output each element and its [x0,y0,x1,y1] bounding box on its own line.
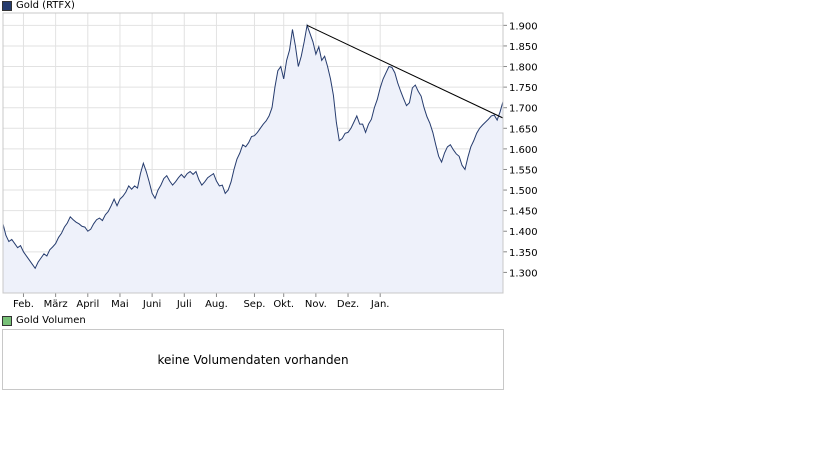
x-tick-label: April [76,299,99,310]
y-tick-label: 1.700 [509,104,538,115]
x-tick-label: Mai [111,299,129,310]
volume-legend-label: Gold Volumen [16,315,86,326]
y-tick-label: 1.550 [509,165,538,176]
price-legend-swatch [2,1,12,11]
plot-border [2,12,504,294]
no-volume-data-message: keine Volumendaten vorhanden [157,352,349,367]
y-tick-label: 1.800 [509,63,538,74]
x-tick-label: Aug. [205,299,228,310]
y-tick-label: 1.350 [509,248,538,259]
y-tick-label: 1.500 [509,186,538,197]
volume-legend: Gold Volumen [2,315,86,327]
x-tick-label: Jan. [370,299,390,310]
volume-panel: keine Volumendaten vorhanden [2,329,504,390]
y-tick-label: 1.850 [509,42,538,53]
y-tick-label: 1.900 [509,21,538,32]
x-tick-label: Juli [176,299,192,310]
y-tick-label: 1.650 [509,124,538,135]
price-area-fill [3,25,503,293]
x-tick-label: März [44,299,68,310]
x-tick-label: Nov. [305,299,327,310]
x-tick-label: Juni [142,299,161,310]
price-legend-label: Gold (RTFX) [16,0,75,11]
price-line [2,23,504,270]
y-tick-label: 1.600 [509,145,538,156]
y-tick-label: 1.750 [509,83,538,94]
x-tick-label: Feb. [13,299,34,310]
volume-legend-swatch [2,316,12,326]
price-legend: Gold (RTFX) [2,0,75,12]
y-tick-label: 1.450 [509,207,538,218]
x-tick-label: Okt. [273,299,294,310]
trendline [306,24,504,119]
y-tick-label: 1.400 [509,227,538,238]
x-tick-label: Dez. [337,299,359,310]
x-tick-label: Sep. [243,299,265,310]
y-tick-label: 1.300 [509,268,538,279]
